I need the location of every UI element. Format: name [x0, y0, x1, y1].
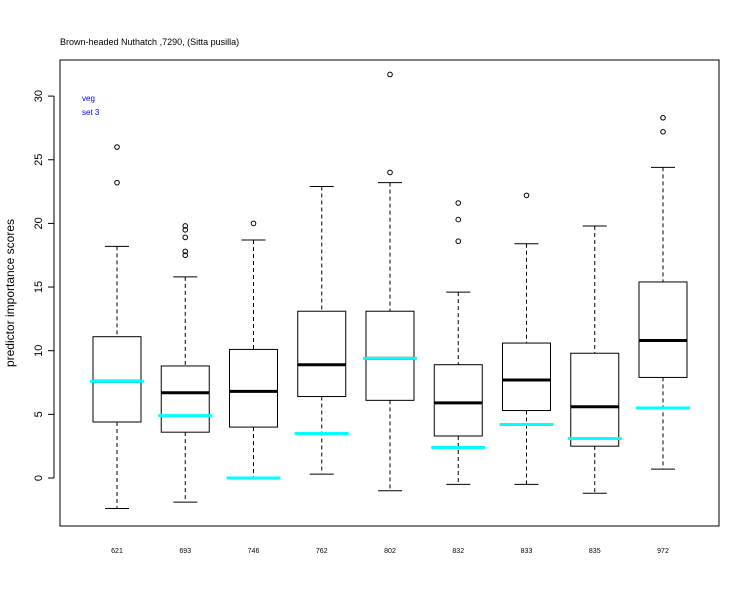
box-group [294, 185, 349, 475]
iqr-box [570, 352, 620, 447]
box-group [158, 223, 213, 503]
y-tick-label: 10 [33, 345, 45, 357]
y-tick-label: 5 [33, 411, 45, 417]
box-group [636, 114, 690, 470]
plot-frame [59, 59, 720, 527]
x-tick-label: 802 [384, 548, 396, 555]
outlier-point [660, 128, 666, 135]
x-tick-label: 693 [179, 548, 191, 555]
x-tick-label: 835 [589, 548, 601, 555]
x-axis: 621 693 746 762 802 832 833 835 972 [111, 548, 669, 555]
iqr-box [502, 342, 551, 412]
outlier-point [182, 252, 189, 259]
outlier-point [182, 226, 189, 233]
outlier-point [387, 169, 393, 176]
box-series [90, 71, 690, 510]
annotation-set: set 3 [82, 108, 100, 117]
box-group [567, 225, 622, 494]
iqr-box [92, 336, 142, 423]
box-group [226, 220, 281, 480]
outlier-point [660, 114, 666, 121]
y-tick-label: 0 [33, 475, 45, 481]
y-tick-label: 25 [33, 154, 45, 166]
box-group [363, 71, 417, 492]
outlier-point [182, 234, 189, 241]
outlier-point [387, 71, 393, 78]
annotation-veg: veg [82, 94, 95, 103]
iqr-box [297, 310, 347, 398]
outlier-point [455, 200, 462, 206]
iqr-box [638, 281, 688, 378]
outlier-point [455, 238, 462, 245]
y-tick-label: 30 [33, 90, 45, 102]
outlier-point [523, 192, 530, 199]
x-tick-label: 621 [111, 548, 123, 555]
iqr-box [229, 348, 278, 428]
y-axis: 0 5 10 15 20 25 30 [33, 90, 55, 481]
y-tick-label: 20 [33, 217, 45, 229]
iqr-box [160, 365, 210, 433]
box-group [499, 192, 554, 485]
outlier-point [114, 144, 120, 150]
outlier-point [114, 179, 120, 186]
y-tick-label: 15 [33, 281, 45, 293]
chart-title: Brown-headed Nuthatch ,7290, (Sitta pusi… [60, 37, 239, 47]
iqr-box [365, 310, 415, 401]
box-group [90, 144, 144, 510]
x-tick-label: 972 [657, 548, 669, 555]
outlier-point [455, 216, 462, 223]
x-tick-label: 832 [452, 548, 464, 555]
x-tick-label: 746 [248, 548, 260, 555]
iqr-box [433, 364, 483, 437]
box-group [431, 200, 486, 485]
y-axis-label: predictor importance scores [3, 219, 17, 367]
outlier-point [250, 220, 257, 227]
x-tick-label: 833 [521, 548, 533, 555]
outlier-point [182, 223, 189, 229]
x-tick-label: 762 [316, 548, 328, 555]
outlier-point [182, 248, 189, 255]
